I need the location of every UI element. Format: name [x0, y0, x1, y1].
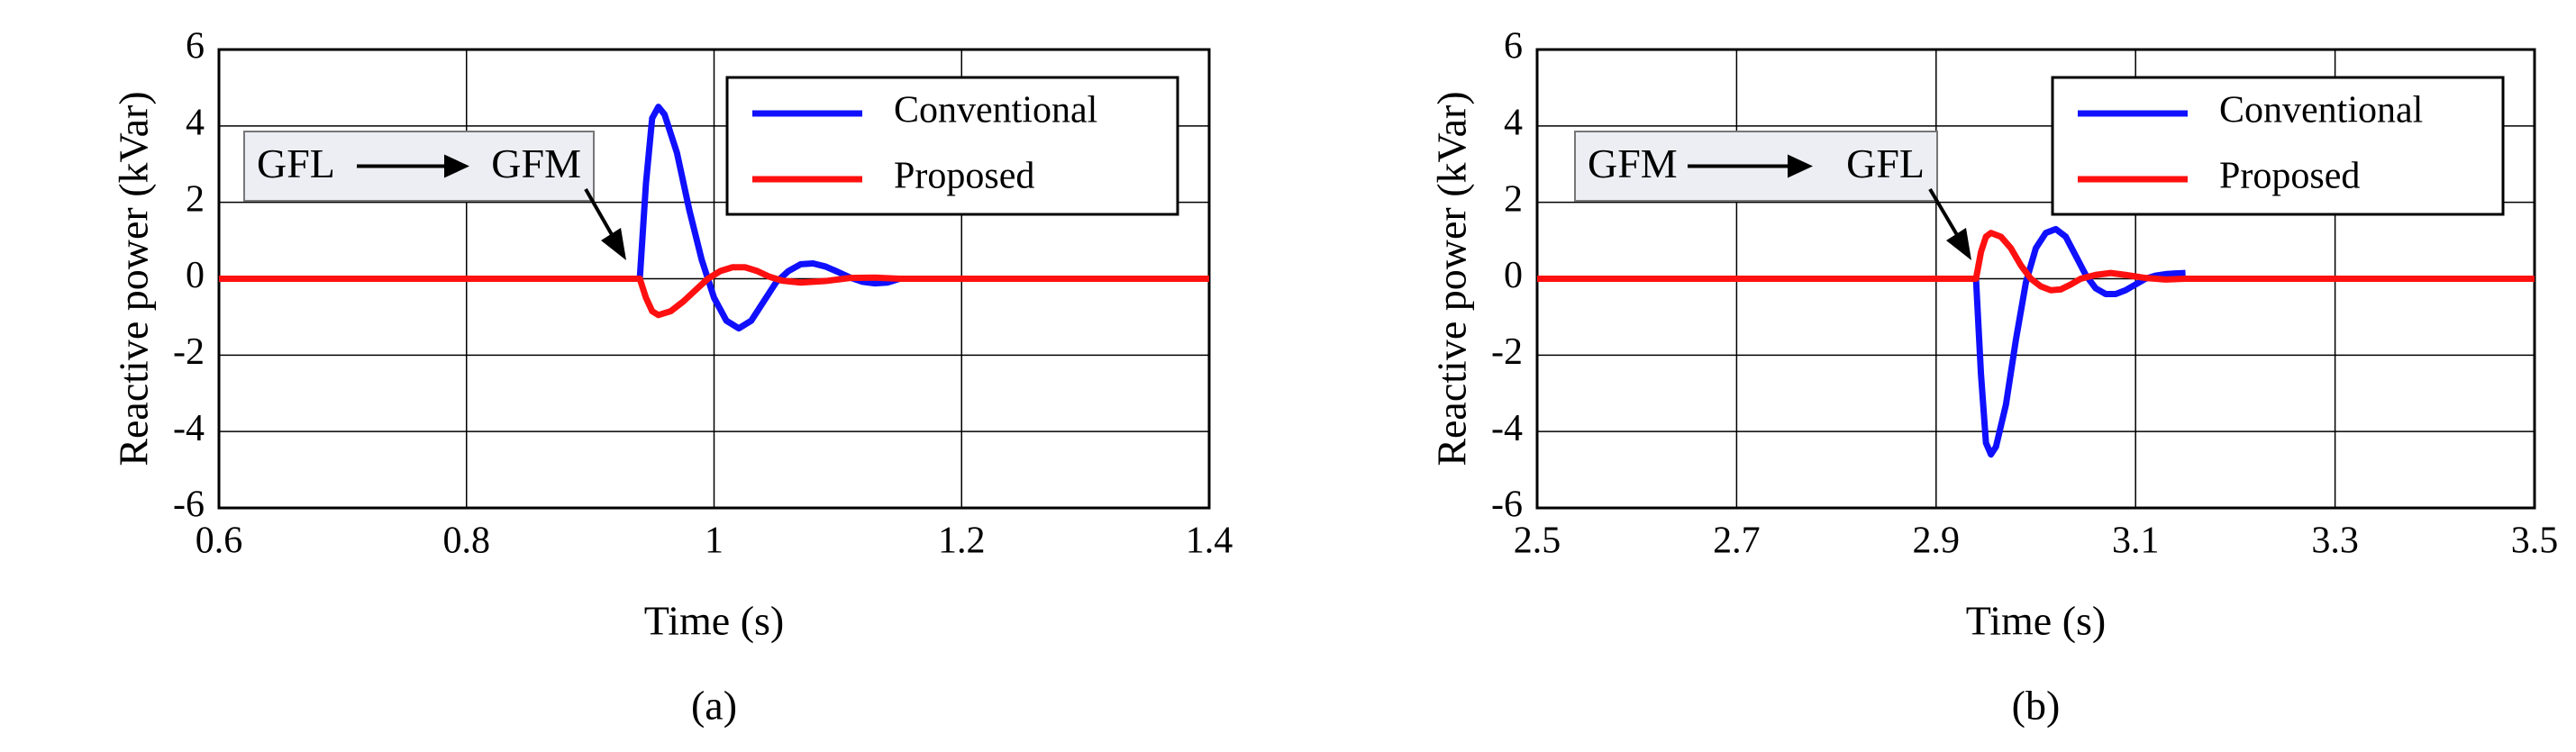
annotation-to: GFL: [1846, 140, 1925, 186]
annotation-to: GFM: [491, 140, 581, 186]
legend-label: Conventional: [2219, 90, 2423, 131]
y-tick-label: 4: [186, 102, 205, 143]
x-tick-label: 2.5: [1514, 521, 1561, 562]
x-tick-label: 2.7: [1713, 521, 1761, 562]
y-tick-label: 6: [186, 26, 205, 68]
legend-label: Proposed: [2219, 156, 2360, 197]
y-tick-label: 4: [1504, 102, 1523, 143]
x-tick-label: 3.5: [2511, 521, 2559, 562]
pointer-head: [1946, 228, 1971, 260]
y-tick-label: 2: [186, 178, 205, 220]
x-tick-label: 1.2: [938, 521, 986, 562]
legend-box: [725, 76, 1179, 216]
x-tick-label: 1.4: [1186, 521, 1233, 562]
y-tick-label: -6: [1491, 485, 1523, 526]
x-tick-label: 0.8: [443, 521, 491, 562]
y-tick-label: -2: [1491, 331, 1523, 373]
y-tick-label: -6: [173, 485, 205, 526]
x-tick-label: 1: [705, 521, 724, 562]
x-axis-label: Time (s): [1966, 598, 2107, 644]
x-tick-label: 3.3: [2311, 521, 2359, 562]
annotation-arrow-head: [1788, 154, 1813, 178]
y-tick-label: -4: [1491, 408, 1523, 449]
y-axis-label: Reactive power (kVar): [111, 91, 157, 466]
x-tick-label: 0.6: [196, 521, 243, 562]
x-tick-label: 2.9: [1913, 521, 1961, 562]
x-axis-label: Time (s): [644, 598, 785, 644]
y-tick-label: -4: [173, 408, 205, 449]
y-tick-label: 2: [1504, 178, 1523, 220]
legend-box: [2051, 76, 2505, 216]
series-line: [1537, 230, 2535, 294]
caption: (b): [2012, 683, 2061, 729]
legend-label: Proposed: [894, 156, 1034, 197]
y-axis-label: Reactive power (kVar): [1429, 91, 1475, 466]
y-tick-label: 0: [1504, 255, 1523, 296]
pointer-head: [601, 228, 626, 260]
annotation-arrow-head: [444, 154, 469, 178]
y-tick-label: -2: [173, 331, 205, 373]
caption: (a): [691, 683, 737, 729]
annotation-from: GFM: [1588, 140, 1678, 186]
y-tick-label: 6: [1504, 26, 1523, 68]
series-line: [219, 264, 1209, 319]
x-tick-label: 3.1: [2112, 521, 2160, 562]
legend-label: Conventional: [894, 90, 1097, 131]
y-tick-label: 0: [186, 255, 205, 296]
annotation-from: GFL: [257, 140, 335, 186]
